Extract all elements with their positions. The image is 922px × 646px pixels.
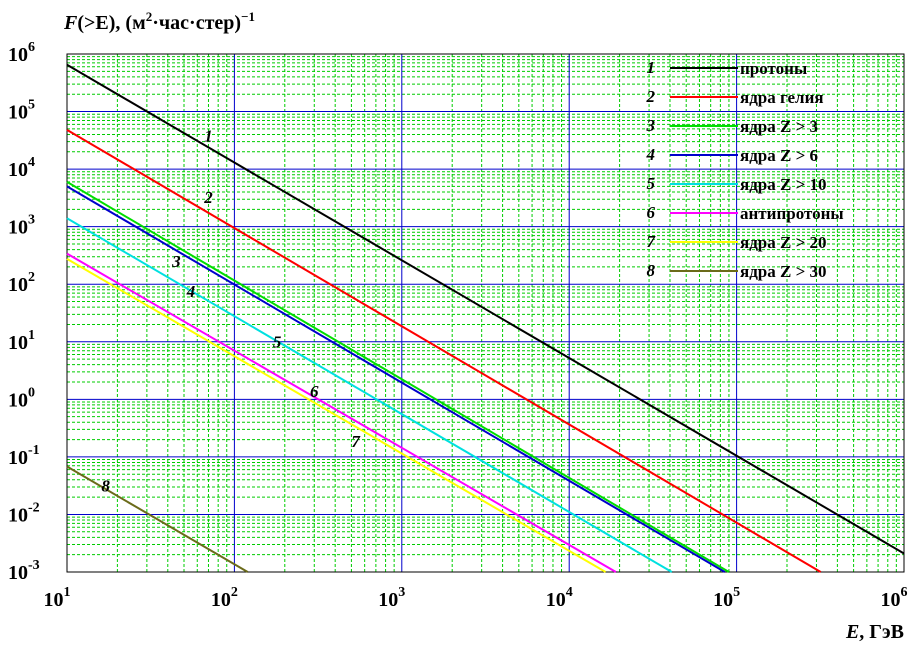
curve-number-7: 7 bbox=[351, 432, 361, 451]
series-line-7 bbox=[66, 258, 607, 573]
legend-label-4: ядра Z > 6 bbox=[740, 146, 818, 165]
y-axis-var: F bbox=[63, 12, 78, 34]
x-tick-labels: 101 102 103 104 105 106 bbox=[44, 585, 908, 611]
y-tick-label-6: 102 bbox=[8, 270, 35, 296]
legend-number-6: 6 bbox=[647, 203, 656, 222]
y-axis-unit-pow: −1 bbox=[241, 9, 255, 24]
y-axis-cond: (>E), bbox=[77, 12, 125, 34]
series-line-2 bbox=[66, 129, 822, 573]
y-tick-label-9: 105 bbox=[8, 98, 35, 124]
x-tick-label-3: 103 bbox=[378, 585, 405, 611]
series-layer bbox=[66, 63, 905, 573]
legend-label-8: ядра Z > 30 bbox=[740, 262, 827, 281]
x-axis-title: E, ГэВ bbox=[845, 621, 904, 643]
x-tick-label-1: 101 bbox=[44, 585, 71, 611]
curve-number-6: 6 bbox=[310, 382, 319, 401]
curve-number-2: 2 bbox=[203, 188, 213, 207]
x-tick-label-6: 106 bbox=[881, 585, 908, 611]
series-line-8 bbox=[66, 465, 249, 573]
series-line-1 bbox=[66, 63, 905, 555]
legend-number-5: 5 bbox=[647, 174, 656, 193]
x-axis-unit: , ГэВ bbox=[859, 621, 904, 643]
legend-number-2: 2 bbox=[646, 87, 656, 106]
y-axis-unit-rest: ·час·стер) bbox=[152, 12, 241, 34]
curve-number-1: 1 bbox=[204, 127, 213, 146]
curve-number-4: 4 bbox=[186, 282, 196, 301]
curve-number-labels: 1 2 34 5 6 7 8 bbox=[101, 127, 361, 496]
legend-number-1: 1 bbox=[647, 58, 656, 77]
y-tick-label-10: 106 bbox=[8, 40, 35, 66]
legend-label-6: антипротоны bbox=[740, 204, 844, 223]
plot-frame bbox=[66, 53, 905, 573]
legend-number-3: 3 bbox=[646, 116, 656, 135]
series-line-5 bbox=[66, 217, 673, 573]
curve-number-8: 8 bbox=[101, 477, 110, 496]
legend-label-1: протоны bbox=[740, 59, 807, 78]
x-axis-var: E bbox=[845, 621, 859, 643]
legend-number-7: 7 bbox=[647, 232, 657, 251]
x-tick-label-4: 104 bbox=[546, 585, 573, 611]
y-tick-labels: 10-3 10-2 10-1 100 101 102 103 104 105 106 bbox=[8, 40, 40, 584]
legend-label-3: ядра Z > 3 bbox=[740, 117, 818, 136]
series-line-4 bbox=[66, 185, 726, 573]
minor-grid bbox=[67, 54, 904, 572]
series-line-6 bbox=[66, 252, 617, 573]
y-tick-label-1: 10-3 bbox=[8, 558, 40, 584]
y-tick-label-8: 104 bbox=[8, 155, 35, 181]
x-tick-label-2: 102 bbox=[211, 585, 238, 611]
curve-number-5: 5 bbox=[273, 332, 282, 351]
legend-label-2: ядра гелия bbox=[740, 88, 824, 107]
curve-number-3: 3 bbox=[171, 252, 181, 271]
legend-number-4: 4 bbox=[646, 145, 656, 164]
legend-number-8: 8 bbox=[647, 261, 656, 280]
x-tick-label-5: 105 bbox=[713, 585, 740, 611]
y-tick-label-2: 10-2 bbox=[8, 500, 40, 526]
y-tick-label-4: 100 bbox=[8, 385, 35, 411]
y-tick-label-5: 101 bbox=[8, 328, 35, 354]
legend-label-5: ядра Z > 10 bbox=[740, 175, 827, 194]
legend: 1 протоны 2 ядра гелия 3 ядра Z > 3 4 ядра Z > … bbox=[646, 58, 844, 281]
y-axis-unit-open: (м bbox=[125, 12, 145, 34]
y-tick-label-3: 10-1 bbox=[8, 443, 40, 469]
legend-label-7: ядра Z > 20 bbox=[740, 233, 827, 252]
y-tick-label-7: 103 bbox=[8, 213, 35, 239]
y-axis-unit-exp: 2 bbox=[146, 9, 153, 24]
y-axis-title: F(>E), (м2·час·стер)−1 bbox=[63, 9, 255, 34]
series-line-3 bbox=[66, 181, 730, 573]
